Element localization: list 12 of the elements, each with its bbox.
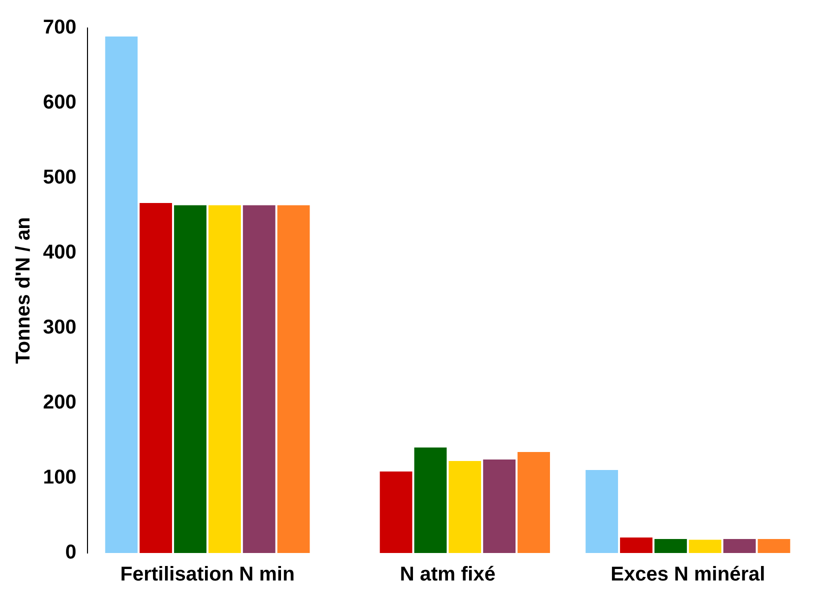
y-tick-label: 200	[42, 392, 76, 414]
x-tick-label: N atm fixé	[400, 564, 496, 586]
y-tick-label: 100	[42, 466, 76, 489]
y-tick-label: 0	[65, 542, 76, 564]
y-tick-label: 300	[42, 316, 76, 339]
y-tick-label: 600	[42, 92, 76, 114]
y-axis-title: Tonnes d'N / an	[12, 217, 35, 364]
y-tick-label: 400	[42, 242, 76, 264]
y-tick-label: 700	[42, 16, 76, 39]
x-tick-label: Fertilisation N min	[120, 564, 295, 586]
x-tick-label: Exces N minéral	[610, 564, 766, 586]
y-tick-label: 500	[42, 166, 76, 189]
